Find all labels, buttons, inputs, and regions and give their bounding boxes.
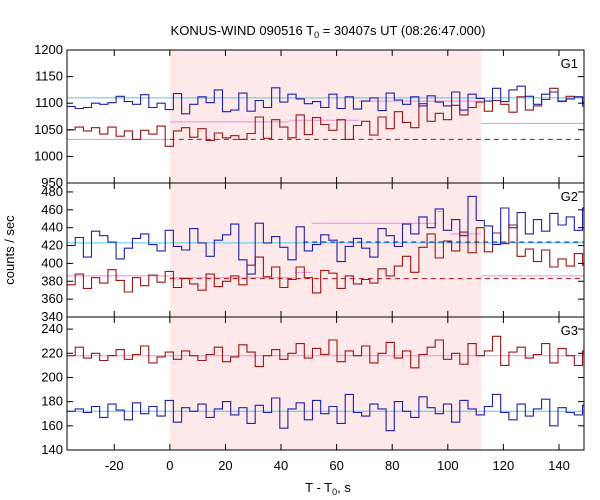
panel-frame [66,316,585,451]
y-tick-label: 180 [41,394,63,409]
y-tick-label: 1050 [34,122,63,137]
y-tick-label: 1200 [34,42,63,57]
series-red-g3 [67,335,584,369]
x-tick-label: 120 [493,458,515,473]
y-tick-label: 200 [41,369,63,384]
y-tick-label: 1000 [34,148,63,163]
panel-g1: 950 1000 1050 1100 1150 1200 G1 [34,42,585,190]
y-tick-label: 950 [41,175,63,190]
highlight-band [169,183,482,317]
x-tick-label: 0 [166,458,173,473]
y-tick-label: 440 [41,220,63,235]
y-tick-label: 220 [41,345,63,360]
panel-g2: 340 360 380 400 420 440 460 480 G2 [41,182,585,324]
chart-layer: 95010001050110011501200G1340360380400420… [34,42,585,473]
x-tick-label: -20 [105,458,124,473]
y-tick-label: 360 [41,291,63,306]
y-axis-label: counts / sec [2,215,17,285]
panel-label-g2: G2 [561,189,578,204]
y-tick-label: 420 [41,238,63,253]
series-blue-g2 [67,195,584,275]
panel-plot-area [67,335,584,432]
highlight-band [169,317,482,450]
series-red-g1 [67,87,584,147]
x-tick-label: 60 [329,458,343,473]
y-tick-label: 1100 [35,95,63,110]
panel-label-g1: G1 [561,56,578,71]
x-axis-label: T - T0, s [305,480,351,497]
y-tick-label: 1150 [35,69,63,84]
panel-g3: 140 160 180 200 220 240 G3 [41,316,585,457]
y-tick-label: 140 [41,442,63,457]
chart-title: KONUS-WIND 090516 T0 = 30407s UT (08:26:… [171,23,486,40]
x-tick-label: 140 [548,458,570,473]
panel-plot-area [67,85,584,147]
y-tick-label: 400 [41,255,63,270]
highlight-band [169,50,482,183]
series-blue-g3 [67,393,584,432]
y-tick-label: 460 [41,202,63,217]
x-tick-label: 100 [437,458,459,473]
series-red-g2 [67,224,584,294]
x-tick-label: 40 [274,458,288,473]
series-blue-g1 [67,85,584,115]
y-tick-label: 480 [41,184,63,199]
y-tick-label: 160 [41,418,63,433]
panel-label-g3: G3 [561,323,578,338]
x-tick-label: 20 [218,458,232,473]
y-tick-label: 240 [41,321,63,336]
panel-plot-area [67,183,584,294]
y-tick-label: 380 [41,273,63,288]
x-tick-label: 80 [385,458,399,473]
y-tick-label: 340 [41,309,63,324]
